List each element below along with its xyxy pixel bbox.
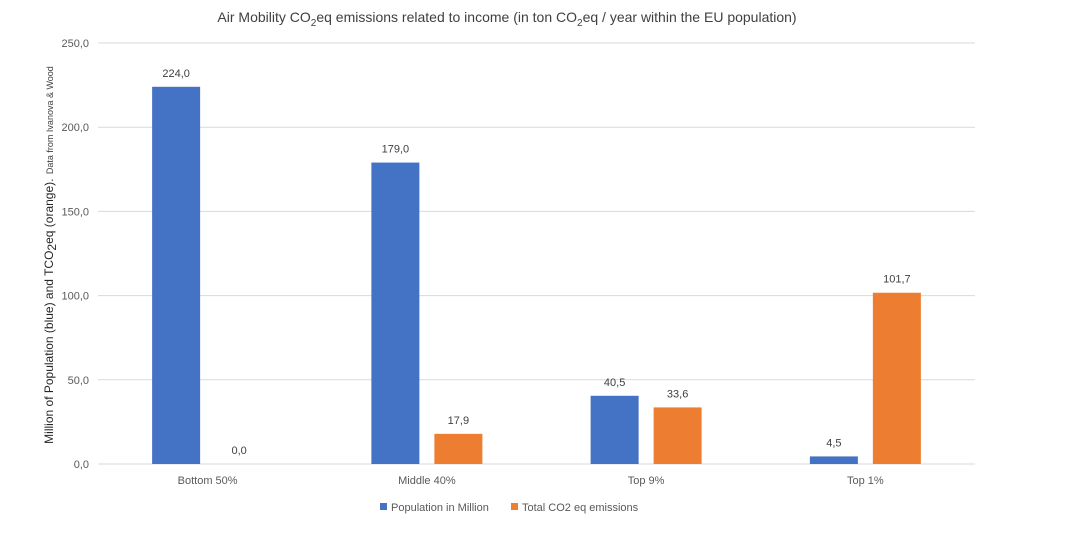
y-tick-label: 50,0	[68, 375, 89, 387]
legend-swatch-emissions	[511, 503, 518, 510]
y-tick-label: 0,0	[74, 459, 89, 471]
x-tick-label: Top 9%	[628, 475, 665, 487]
bar-emissions	[653, 407, 702, 464]
x-tick-label: Bottom 50%	[178, 475, 238, 487]
bar-population	[371, 162, 420, 464]
data-labels: 224,0 0,0 179,0 17,9 40,5 33,6 4,5 101,7	[162, 68, 910, 457]
legend-label-population: Population in Million	[391, 502, 489, 514]
data-label: 101,7	[883, 274, 911, 286]
bar-population	[152, 86, 201, 464]
data-label: 179,0	[382, 144, 410, 156]
bar-population	[809, 456, 858, 464]
bars	[152, 86, 921, 464]
data-label: 4,5	[826, 437, 841, 449]
x-tick-label: Middle 40%	[398, 475, 456, 487]
bar-population	[590, 395, 639, 464]
data-label: 40,5	[604, 377, 625, 389]
y-tick-labels: 0,0 50,0 100,0 150,0 200,0 250,0	[61, 38, 89, 471]
chart-title: Air Mobility CO2eq emissions related to …	[217, 9, 796, 29]
y-tick-label: 100,0	[61, 291, 89, 303]
legend-label-emissions: Total CO2 eq emissions	[522, 502, 639, 514]
gridlines	[98, 42, 975, 465]
legend: Population in Million Total CO2 eq emiss…	[380, 502, 639, 514]
bar-emissions	[434, 433, 483, 464]
y-tick-label: 250,0	[61, 38, 89, 50]
y-tick-label: 200,0	[61, 122, 89, 134]
data-label: 224,0	[162, 68, 190, 80]
data-label: 0,0	[231, 445, 246, 457]
y-tick-label: 150,0	[61, 206, 89, 218]
data-label: 33,6	[667, 388, 688, 400]
bar-emissions	[872, 292, 921, 464]
legend-swatch-population	[380, 503, 387, 510]
x-tick-label: Top 1%	[847, 475, 884, 487]
data-label: 17,9	[448, 415, 469, 427]
y-axis-label: Million of Population (blue) and TCO2eq …	[40, 66, 59, 444]
x-tick-labels: Bottom 50% Middle 40% Top 9% Top 1%	[178, 475, 884, 487]
